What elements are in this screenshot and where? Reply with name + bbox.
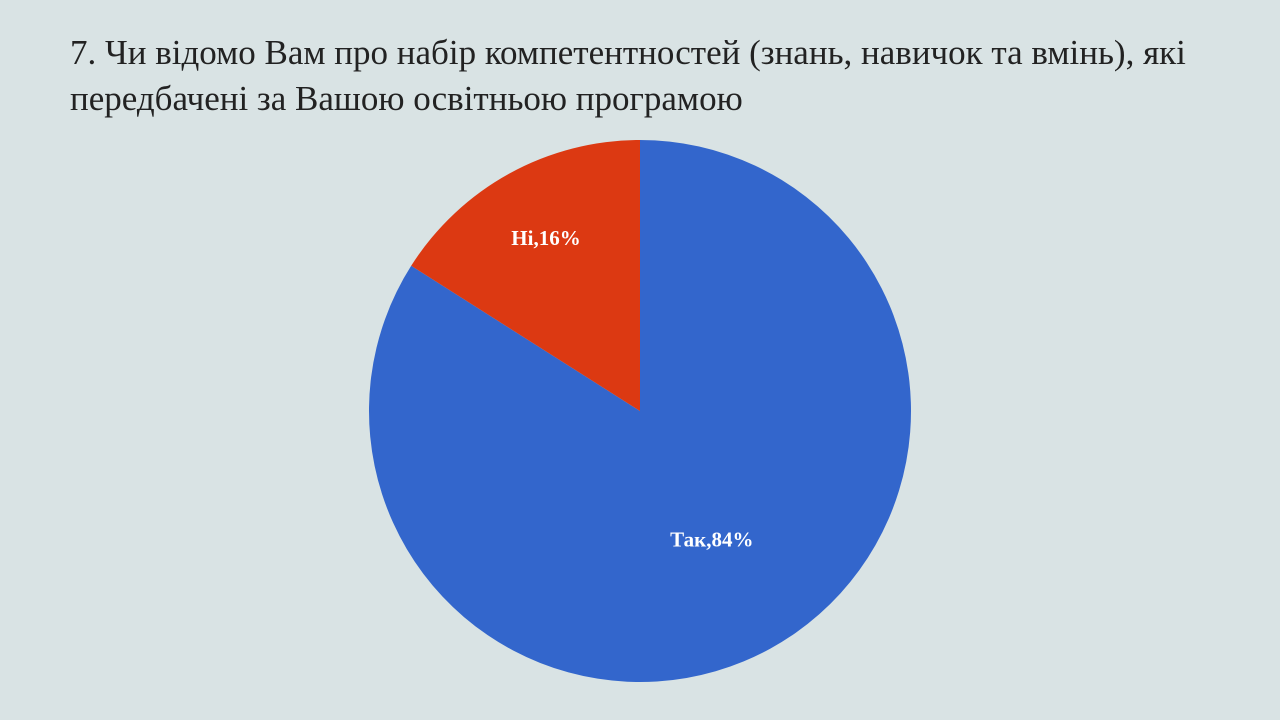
data-label: Ні,16% xyxy=(511,226,580,250)
chart-title: 7. Чи відомо Вам про набір компетентност… xyxy=(70,33,1186,118)
pie-slice xyxy=(369,140,912,682)
pie-slice xyxy=(411,140,640,411)
data-label: Так,84% xyxy=(670,527,753,551)
